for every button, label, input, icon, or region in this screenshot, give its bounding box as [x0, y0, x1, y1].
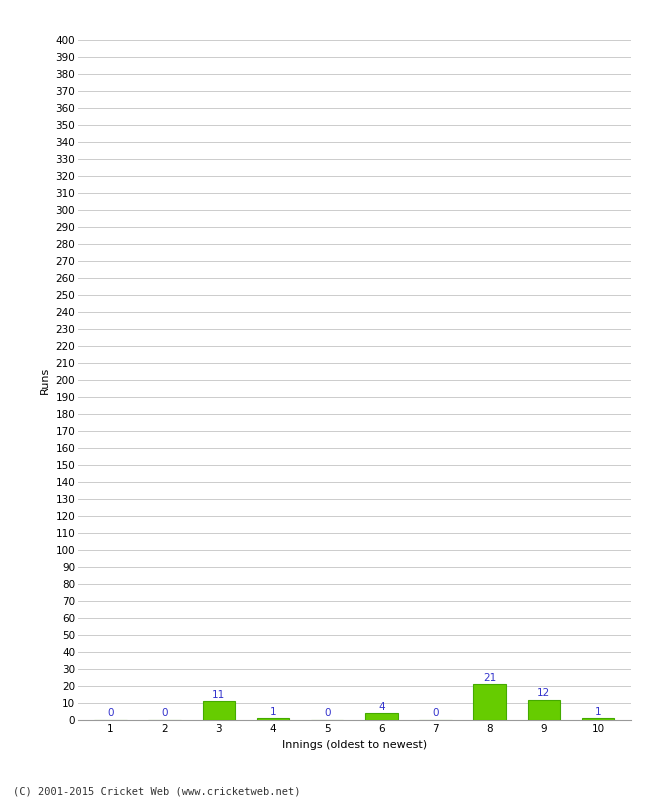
- Bar: [257, 718, 289, 720]
- Text: 1: 1: [270, 706, 276, 717]
- Text: 0: 0: [107, 708, 114, 718]
- Text: (C) 2001-2015 Cricket Web (www.cricketweb.net): (C) 2001-2015 Cricket Web (www.cricketwe…: [13, 786, 300, 796]
- X-axis label: Innings (oldest to newest): Innings (oldest to newest): [281, 740, 427, 750]
- Bar: [203, 702, 235, 720]
- Text: 4: 4: [378, 702, 385, 711]
- Text: 12: 12: [537, 688, 551, 698]
- Text: 0: 0: [432, 708, 439, 718]
- Y-axis label: Runs: Runs: [40, 366, 50, 394]
- Bar: [365, 714, 398, 720]
- Text: 0: 0: [161, 708, 168, 718]
- Bar: [528, 699, 560, 720]
- Text: 21: 21: [483, 673, 497, 682]
- Text: 0: 0: [324, 708, 330, 718]
- Text: 1: 1: [595, 706, 601, 717]
- Bar: [582, 718, 614, 720]
- Text: 11: 11: [212, 690, 226, 699]
- Bar: [473, 684, 506, 720]
